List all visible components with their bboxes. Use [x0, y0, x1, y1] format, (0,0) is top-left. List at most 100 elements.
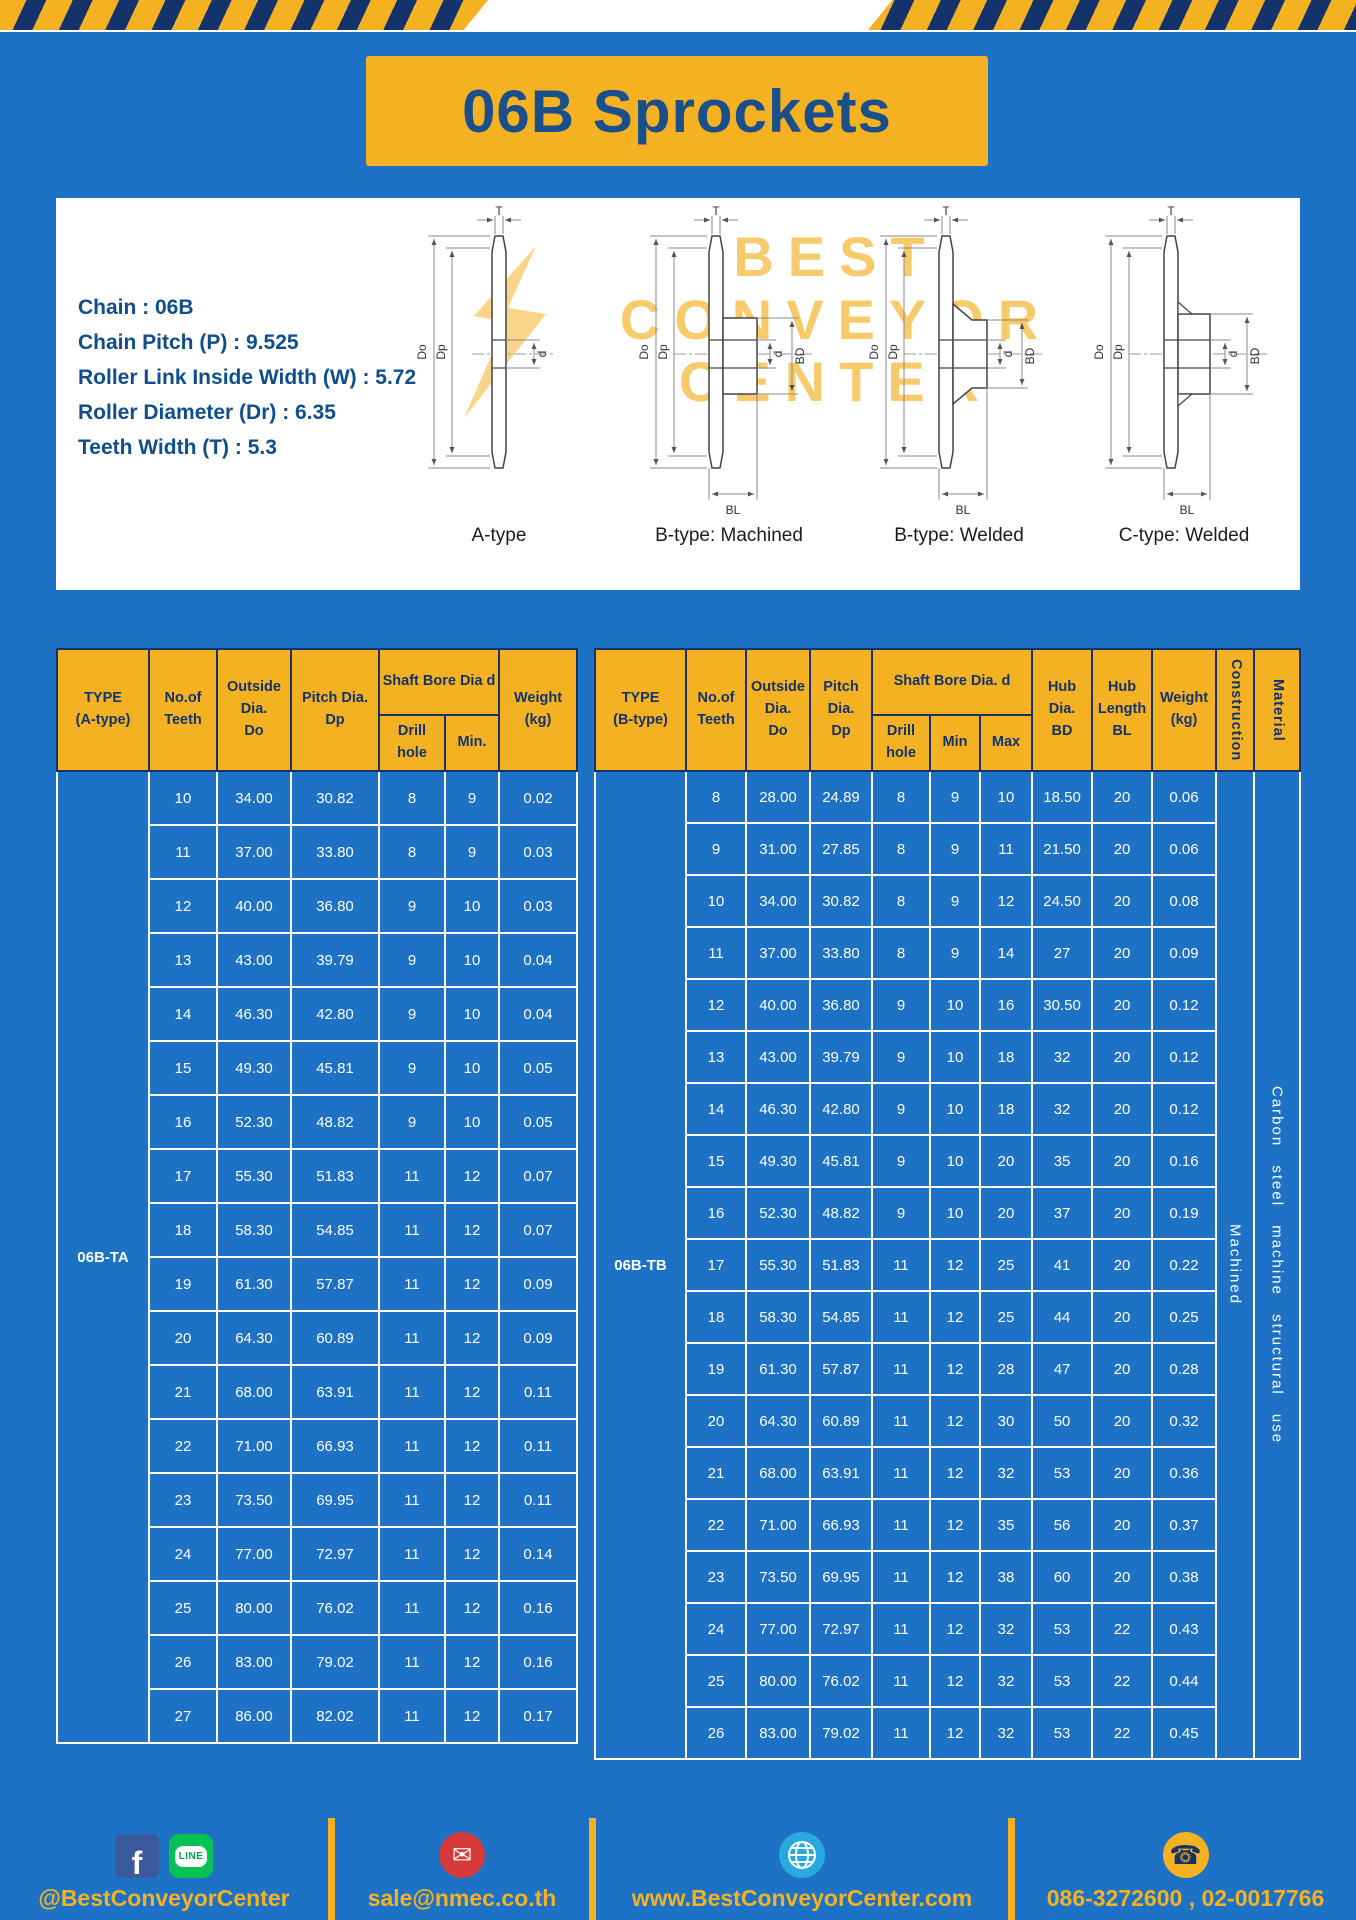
spec-line-roller-dia: Roller Diameter (Dr) : 6.35 [78, 401, 336, 424]
table-cell: 12 [978, 874, 1034, 928]
facebook-icon[interactable]: f [115, 1834, 159, 1879]
dim-bl-label: BL [956, 503, 971, 517]
table-cell: 9 [378, 1040, 446, 1096]
table-row: 18 58.30 54.85 11 12 0.07 [57, 1202, 579, 1258]
table-row: 24 77.00 72.97 11 12 32 53 22 0.43 [595, 1602, 1300, 1656]
table-cell: 12 [148, 878, 218, 934]
table-cell: 12 [929, 1238, 981, 1292]
table-cell: 0.07 [498, 1202, 579, 1258]
footer-phone-segment: ☎ 086-3272600 , 02-0017766 [1015, 1818, 1356, 1920]
footer-divider [1008, 1818, 1015, 1920]
table-cell: 13 [148, 932, 218, 988]
table-cell: 24.89 [809, 770, 873, 824]
table-cell: 73.50 [216, 1472, 292, 1528]
table-cell: 61.30 [745, 1342, 811, 1396]
table-cell: 27.85 [809, 822, 873, 876]
table-cell: 25 [685, 1654, 747, 1708]
dim-bd-label: BD [793, 347, 807, 364]
table-cell: 10 [443, 932, 501, 988]
footer-divider [328, 1818, 335, 1920]
table-cell: 8 [871, 874, 931, 928]
table-cell: 9 [378, 986, 446, 1042]
table-cell: 8 [685, 770, 747, 824]
table-cell: 25 [148, 1580, 218, 1636]
table-cell: 77.00 [216, 1526, 292, 1582]
table-cell: 22 [1091, 1602, 1154, 1656]
table-cell: 45.81 [290, 1040, 380, 1096]
table-cell: 30.82 [809, 874, 873, 928]
col-header-max-b: Max [978, 714, 1034, 772]
table-cell: 55.30 [745, 1238, 811, 1292]
col-header-weight-b: Weight (kg) [1151, 648, 1218, 772]
table-cell: 13 [685, 1030, 747, 1084]
table-cell: 55.30 [216, 1148, 292, 1204]
table-cell: 77.00 [745, 1602, 811, 1656]
footer-phone-numbers[interactable]: 086-3272600 , 02-0017766 [1046, 1885, 1325, 1911]
table-cell: 27 [148, 1688, 218, 1744]
spec-panel: BEST CONVEYOR CENTER Chain : 06B Chain P… [56, 198, 1300, 590]
table-cell: 0.05 [498, 1040, 579, 1096]
table-cell: 9 [871, 1030, 931, 1084]
table-cell: 48.82 [809, 1186, 873, 1240]
table-cell: 0.44 [1151, 1654, 1218, 1708]
col-header-bore-group-b: Shaft Bore Dia. d [870, 648, 1034, 716]
table-cell: 0.06 [1151, 770, 1218, 824]
table-row: 17 55.30 51.83 11 12 0.07 [57, 1148, 579, 1204]
table-cell: 12 [443, 1256, 501, 1312]
table-cell: 64.30 [745, 1394, 811, 1448]
footer-email[interactable]: sale@nmec.co.th [367, 1885, 557, 1911]
social-icons: f LINE [115, 1834, 213, 1879]
table-cell: 20 [978, 1186, 1034, 1240]
table-cell: 20 [1091, 1446, 1154, 1500]
table-row: 9 31.00 27.85 8 9 11 21.50 20 0.06 [595, 822, 1300, 876]
table-cell: 0.22 [1151, 1238, 1218, 1292]
table-cell: 68.00 [216, 1364, 292, 1420]
col-header-drill-b: Drill hole [871, 714, 931, 772]
phone-icon[interactable]: ☎ [1162, 1832, 1209, 1878]
table-cell: 0.09 [1151, 926, 1218, 980]
dim-dp-label: Dp [656, 344, 670, 360]
table-row: 14 46.30 42.80 9 10 18 32 20 0.12 [595, 1082, 1300, 1136]
table-cell: 10 [978, 770, 1034, 824]
table-cell: 12 [929, 1550, 981, 1604]
table-cell: 22 [1091, 1706, 1154, 1760]
table-cell: 9 [378, 932, 446, 988]
table-cell: 58.30 [216, 1202, 292, 1258]
table-cell: 50 [1031, 1394, 1094, 1448]
dim-t-label: T [942, 206, 950, 218]
table-cell: 10 [929, 1186, 981, 1240]
email-icon[interactable]: ✉ [439, 1832, 485, 1878]
table-cell: 57.87 [290, 1256, 380, 1312]
table-cell: 15 [685, 1134, 747, 1188]
line-icon-label: LINE [174, 1845, 208, 1867]
table-cell: 12 [443, 1310, 501, 1366]
table-cell: 0.04 [498, 986, 579, 1042]
table-cell: 11 [871, 1498, 931, 1552]
table-cell: 11 [148, 824, 218, 880]
table-cell: 32 [1031, 1082, 1094, 1136]
col-header-outside-b: Outside Dia. Do [745, 648, 811, 772]
table-row: 22 71.00 66.93 11 12 35 56 20 0.37 [595, 1498, 1300, 1552]
table-cell: 20 [1091, 874, 1154, 928]
table-cell: 12 [443, 1634, 501, 1690]
footer-social-handle[interactable]: @BestConveyorCenter [38, 1885, 290, 1911]
table-cell: 79.02 [809, 1706, 873, 1760]
footer-website[interactable]: www.BestConveyorCenter.com [631, 1885, 973, 1911]
line-icon[interactable]: LINE [169, 1834, 213, 1878]
table-cell: 12 [929, 1342, 981, 1396]
table-cell: 23 [685, 1550, 747, 1604]
table-row: 12 40.00 36.80 9 10 16 30.50 20 0.12 [595, 978, 1300, 1032]
col-header-teeth-a: No.of Teeth [148, 648, 218, 772]
table-cell: 0.28 [1151, 1342, 1218, 1396]
table-cell: 11 [378, 1526, 446, 1582]
table-cell: 21 [685, 1446, 747, 1500]
globe-icon[interactable] [779, 1832, 825, 1878]
drawing-label: A-type [471, 525, 527, 546]
table-cell: 72.97 [290, 1526, 380, 1582]
table-cell: 11 [378, 1148, 446, 1204]
col-header-min-b: Min [929, 714, 981, 772]
table-cell: 12 [443, 1202, 501, 1258]
table-cell: 37 [1031, 1186, 1094, 1240]
table-cell: 11 [378, 1364, 446, 1420]
